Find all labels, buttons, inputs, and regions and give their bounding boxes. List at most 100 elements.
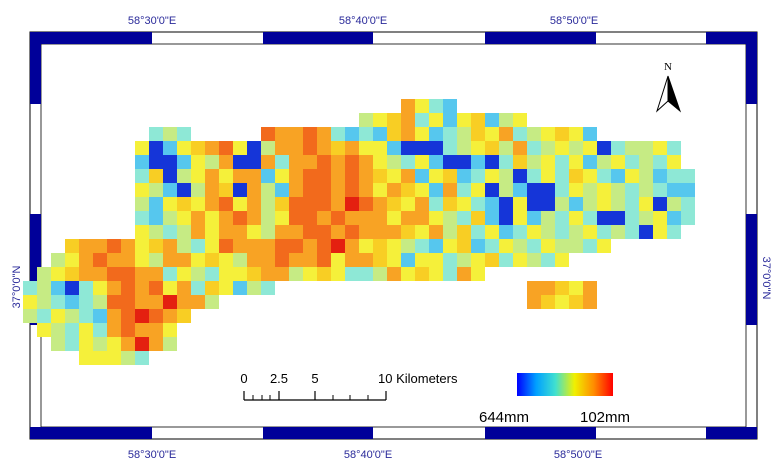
raster-cell bbox=[485, 197, 499, 211]
raster-cell bbox=[569, 211, 583, 225]
raster-cell bbox=[205, 239, 219, 253]
raster-cell bbox=[485, 253, 499, 267]
raster-cell bbox=[177, 197, 191, 211]
raster-cell bbox=[541, 253, 555, 267]
raster-cell bbox=[191, 295, 205, 309]
bottom-longitude-label-2: 58°40'0"E bbox=[344, 449, 392, 461]
raster-cell bbox=[65, 267, 79, 281]
raster-cell bbox=[555, 155, 569, 169]
raster-cell bbox=[317, 127, 331, 141]
raster-cell bbox=[639, 169, 653, 183]
raster-cell bbox=[177, 183, 191, 197]
raster-cell bbox=[247, 211, 261, 225]
raster-cell bbox=[471, 267, 485, 281]
raster-cell bbox=[51, 309, 65, 323]
raster-cell bbox=[555, 197, 569, 211]
raster-cell bbox=[149, 267, 163, 281]
raster-cell bbox=[163, 197, 177, 211]
raster-cell bbox=[359, 169, 373, 183]
raster-cell bbox=[219, 239, 233, 253]
raster-cell bbox=[457, 113, 471, 127]
raster-cell bbox=[513, 197, 527, 211]
raster-cell bbox=[457, 155, 471, 169]
raster-cell bbox=[303, 127, 317, 141]
scale-bar: 0 2.5 5 10 Kilometers bbox=[240, 371, 458, 401]
raster-cell bbox=[499, 239, 513, 253]
top-longitude-label-1: 58°30'0"E bbox=[128, 15, 176, 27]
raster-cell bbox=[233, 155, 247, 169]
raster-cell bbox=[471, 239, 485, 253]
raster-cell bbox=[37, 267, 51, 281]
raster-cell bbox=[541, 225, 555, 239]
raster-cell bbox=[93, 323, 107, 337]
raster-cell bbox=[93, 337, 107, 351]
raster-cell bbox=[429, 239, 443, 253]
raster-cell bbox=[191, 183, 205, 197]
raster-cell bbox=[485, 155, 499, 169]
raster-cell bbox=[51, 323, 65, 337]
raster-cell bbox=[121, 295, 135, 309]
raster-cell bbox=[527, 141, 541, 155]
raster-cell bbox=[583, 141, 597, 155]
raster-cell bbox=[51, 337, 65, 351]
raster-cell bbox=[205, 225, 219, 239]
raster-cell bbox=[387, 211, 401, 225]
raster-cell bbox=[247, 141, 261, 155]
raster-cell bbox=[205, 253, 219, 267]
north-arrow-icon: N bbox=[655, 61, 682, 113]
raster-cell bbox=[513, 211, 527, 225]
raster-cell bbox=[163, 211, 177, 225]
raster-cell bbox=[79, 267, 93, 281]
raster-cell bbox=[667, 155, 681, 169]
raster-cell bbox=[625, 155, 639, 169]
raster-cell bbox=[625, 211, 639, 225]
raster-cell bbox=[639, 141, 653, 155]
raster-cell bbox=[135, 267, 149, 281]
frame-bar bbox=[30, 32, 152, 44]
raster-cell bbox=[149, 127, 163, 141]
raster-cell bbox=[401, 253, 415, 267]
raster-cell bbox=[233, 169, 247, 183]
raster-cell bbox=[191, 155, 205, 169]
raster-cell bbox=[205, 155, 219, 169]
raster-cell bbox=[303, 211, 317, 225]
raster-cell bbox=[317, 253, 331, 267]
raster-cell bbox=[149, 295, 163, 309]
raster-cell bbox=[149, 323, 163, 337]
raster-cell bbox=[485, 239, 499, 253]
raster-cell bbox=[373, 127, 387, 141]
raster-cell bbox=[527, 127, 541, 141]
raster-cell bbox=[65, 239, 79, 253]
raster-cell bbox=[303, 267, 317, 281]
raster-cell bbox=[275, 267, 289, 281]
raster-cell bbox=[457, 225, 471, 239]
raster-cell bbox=[569, 169, 583, 183]
raster-cell bbox=[345, 141, 359, 155]
raster-cell bbox=[331, 155, 345, 169]
raster-cell bbox=[303, 197, 317, 211]
raster-cell bbox=[65, 295, 79, 309]
raster-cell bbox=[275, 197, 289, 211]
raster-cell bbox=[527, 253, 541, 267]
raster-cell bbox=[149, 309, 163, 323]
raster-cell bbox=[233, 225, 247, 239]
raster-cell bbox=[415, 127, 429, 141]
raster-cell bbox=[261, 253, 275, 267]
raster-cell bbox=[359, 267, 373, 281]
raster-cell bbox=[177, 253, 191, 267]
raster-cell bbox=[639, 197, 653, 211]
raster-cell bbox=[261, 267, 275, 281]
raster-cell bbox=[387, 197, 401, 211]
raster-cell bbox=[289, 127, 303, 141]
raster-cell bbox=[121, 267, 135, 281]
raster-cell bbox=[499, 211, 513, 225]
raster-cell bbox=[275, 183, 289, 197]
raster-cell bbox=[289, 239, 303, 253]
raster-cell bbox=[681, 169, 695, 183]
raster-cell bbox=[443, 183, 457, 197]
raster-cell bbox=[317, 183, 331, 197]
raster-cell bbox=[611, 211, 625, 225]
raster-cell bbox=[597, 211, 611, 225]
raster-cell bbox=[205, 295, 219, 309]
raster-cell bbox=[415, 211, 429, 225]
